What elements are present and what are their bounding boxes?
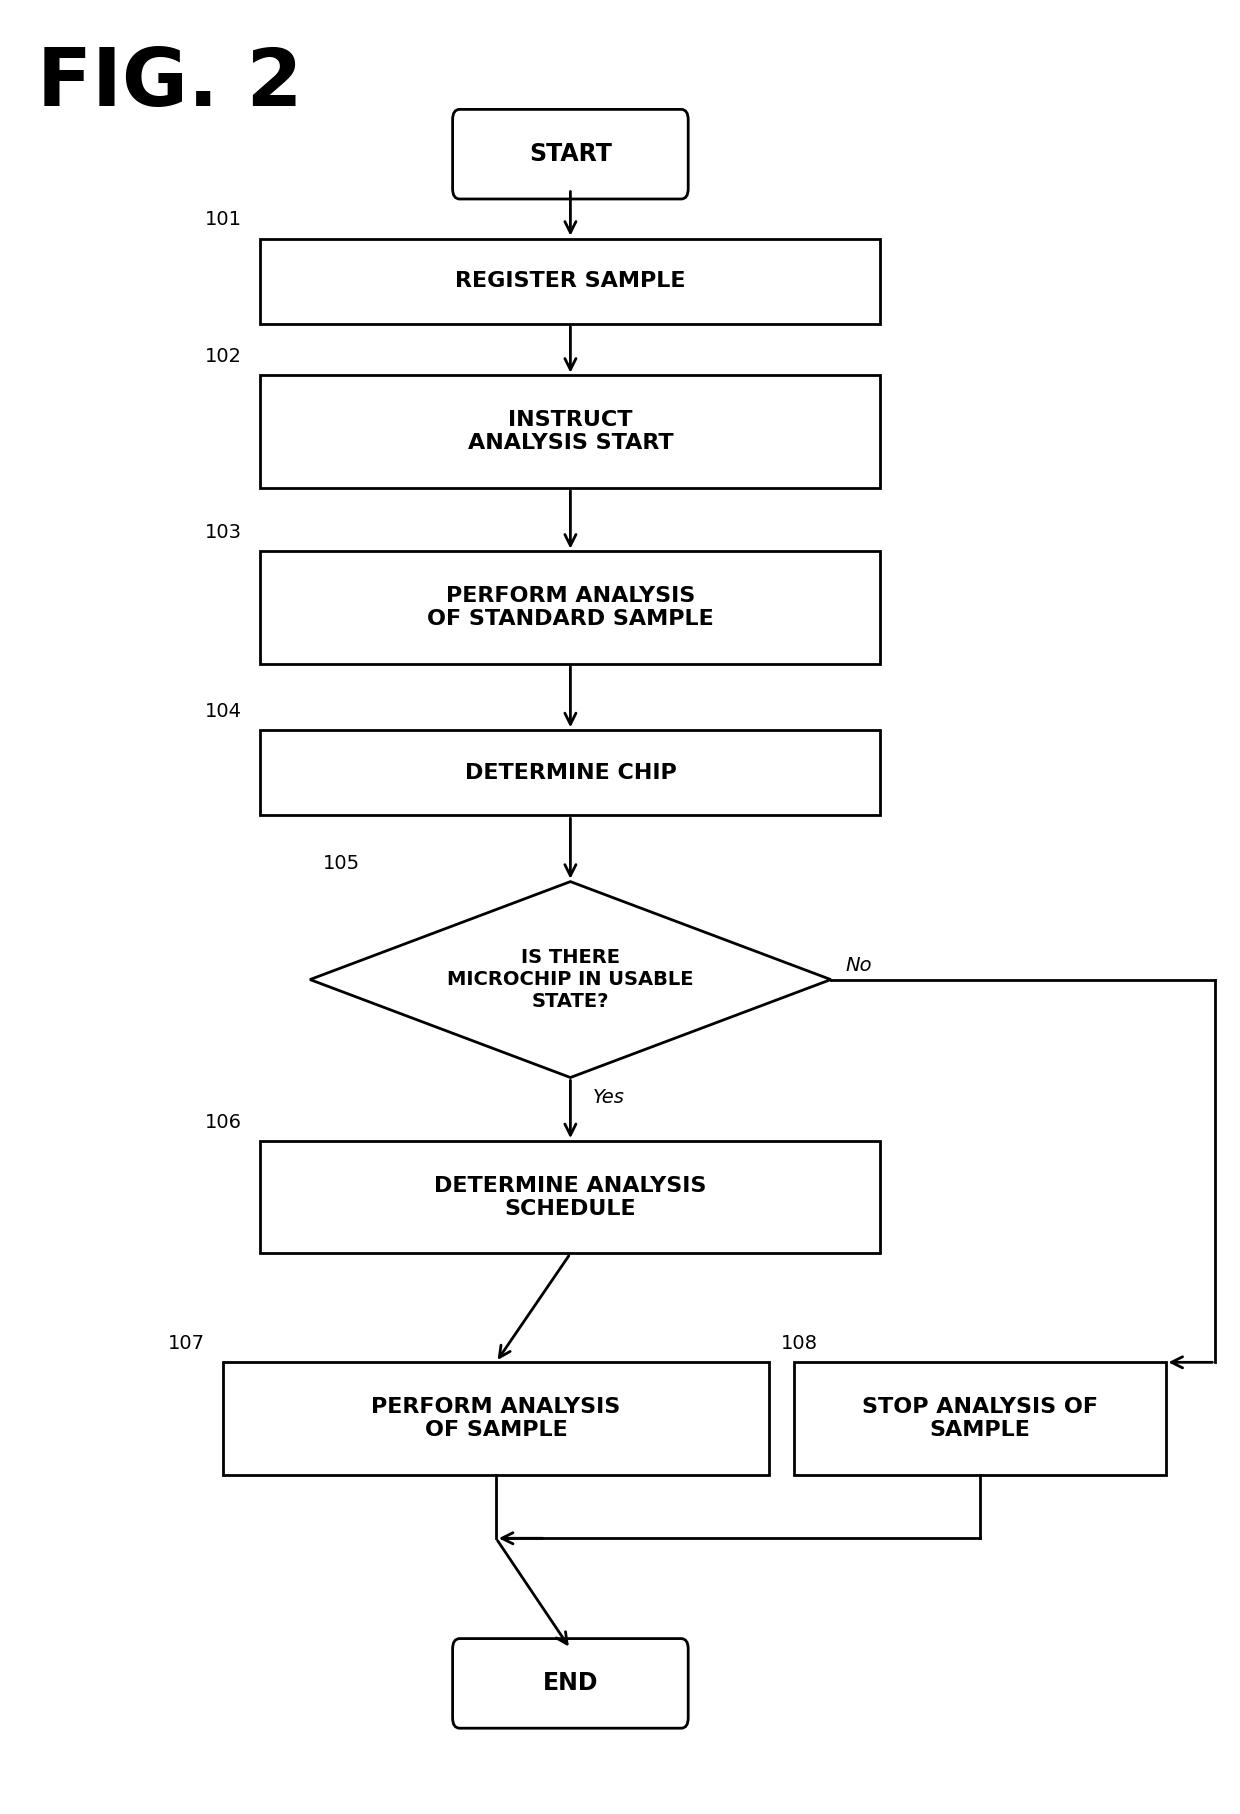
Text: START: START [529,141,611,167]
Text: REGISTER SAMPLE: REGISTER SAMPLE [455,270,686,292]
Text: 104: 104 [205,702,242,720]
Bar [260,1141,880,1253]
Text: 101: 101 [205,210,242,229]
Text: 106: 106 [205,1114,242,1132]
Bar [260,729,880,816]
Bar [260,375,880,488]
FancyBboxPatch shape [453,1638,688,1729]
Text: 103: 103 [205,524,242,542]
Text: Yes: Yes [593,1088,625,1107]
Bar [260,238,880,323]
Text: DETERMINE CHIP: DETERMINE CHIP [465,762,676,784]
Text: FIG. 2: FIG. 2 [37,45,303,123]
Text: END: END [543,1671,598,1696]
Text: INSTRUCT
ANALYSIS START: INSTRUCT ANALYSIS START [467,410,673,454]
Bar [794,1362,1166,1475]
Bar [223,1362,769,1475]
Text: PERFORM ANALYSIS
OF SAMPLE: PERFORM ANALYSIS OF SAMPLE [371,1397,621,1440]
Polygon shape [310,882,831,1078]
Text: DETERMINE ANALYSIS
SCHEDULE: DETERMINE ANALYSIS SCHEDULE [434,1175,707,1219]
Bar [260,551,880,664]
Text: 105: 105 [322,854,360,873]
Text: 102: 102 [205,348,242,366]
Text: 108: 108 [781,1335,818,1353]
Text: No: No [846,956,872,974]
Text: IS THERE
MICROCHIP IN USABLE
STATE?: IS THERE MICROCHIP IN USABLE STATE? [448,949,693,1010]
FancyBboxPatch shape [453,109,688,200]
Text: PERFORM ANALYSIS
OF STANDARD SAMPLE: PERFORM ANALYSIS OF STANDARD SAMPLE [427,586,714,629]
Text: STOP ANALYSIS OF
SAMPLE: STOP ANALYSIS OF SAMPLE [862,1397,1097,1440]
Text: 107: 107 [167,1335,205,1353]
